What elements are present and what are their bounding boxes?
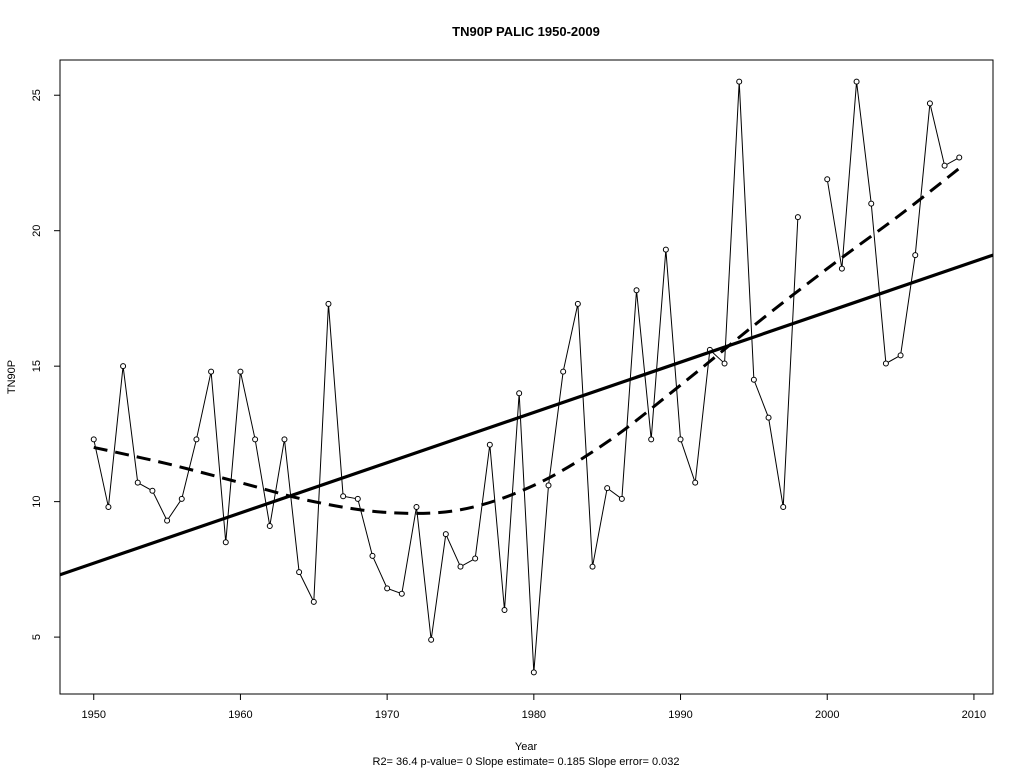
y-tick-label: 25 — [31, 89, 43, 101]
x-tick-label: 1970 — [375, 709, 399, 721]
data-point — [178, 495, 185, 502]
data-point — [281, 436, 288, 443]
data-point — [384, 585, 391, 592]
data-point — [794, 214, 801, 221]
data-point — [222, 539, 229, 546]
data-point — [310, 598, 317, 605]
data-point — [105, 504, 112, 511]
data-point — [369, 552, 376, 559]
data-point — [897, 352, 904, 359]
data-point — [457, 563, 464, 570]
x-tick-label: 1960 — [228, 709, 252, 721]
y-tick-label: 15 — [31, 360, 43, 372]
data-point — [882, 360, 889, 367]
data-point — [750, 376, 757, 383]
x-tick-label: 2000 — [815, 709, 839, 721]
data-point — [208, 368, 215, 375]
y-axis-label: TN90P — [6, 360, 18, 394]
x-tick-label: 1980 — [522, 709, 546, 721]
data-point — [765, 414, 772, 421]
data-point — [413, 504, 420, 511]
data-point — [237, 368, 244, 375]
smoothed-trend-line — [93, 167, 961, 515]
x-tick-label: 2010 — [962, 709, 986, 721]
data-point — [692, 479, 699, 486]
data-point — [340, 493, 347, 500]
data-point — [662, 246, 669, 253]
y-axis: 5 10 15 20 25 — [31, 89, 60, 640]
data-point — [354, 495, 361, 502]
data-point — [545, 482, 552, 489]
data-point — [633, 287, 640, 294]
data-point — [530, 669, 537, 676]
data-point — [648, 436, 655, 443]
data-point — [560, 368, 567, 375]
data-point — [824, 176, 831, 183]
data-point — [296, 569, 303, 576]
plot-area — [60, 78, 993, 676]
chart-footer: R2= 36.4 p-value= 0 Slope estimate= 0.18… — [373, 756, 680, 768]
data-point — [956, 154, 963, 161]
plot-frame — [59, 59, 994, 695]
data-point — [912, 252, 919, 259]
x-tick-label: 1950 — [81, 709, 105, 721]
data-point — [721, 360, 728, 367]
data-point — [780, 504, 787, 511]
chart-title: TN90P PALIC 1950-2009 — [452, 24, 600, 39]
data-point — [868, 200, 875, 207]
y-tick-label: 20 — [31, 225, 43, 237]
data-point — [252, 436, 259, 443]
data-point — [149, 487, 156, 494]
data-point — [134, 479, 141, 486]
data-point — [266, 523, 273, 530]
data-point — [442, 531, 449, 538]
x-axis: 1950 1960 1970 1980 1990 2000 2010 — [81, 694, 986, 721]
data-point — [838, 265, 845, 272]
data-point — [516, 390, 523, 397]
data-point — [736, 78, 743, 85]
data-point — [604, 485, 611, 492]
data-point — [574, 300, 581, 307]
data-point — [398, 590, 405, 597]
data-point — [853, 78, 860, 85]
data-point — [501, 607, 508, 614]
data-point — [618, 495, 625, 502]
x-axis-label: Year — [515, 741, 538, 753]
data-point — [428, 636, 435, 643]
data-point — [90, 436, 97, 443]
data-point — [120, 363, 127, 370]
data-point — [164, 517, 171, 524]
data-point — [941, 162, 948, 169]
data-point — [472, 555, 479, 562]
y-tick-label: 10 — [31, 496, 43, 508]
plot-series — [60, 78, 993, 676]
data-point — [589, 563, 596, 570]
data-point — [677, 436, 684, 443]
data-point — [486, 441, 493, 448]
y-tick-label: 5 — [31, 634, 43, 640]
data-point — [325, 300, 332, 307]
linear-trend-line — [60, 253, 993, 577]
series-line — [826, 81, 960, 365]
x-tick-label: 1990 — [668, 709, 692, 721]
data-point — [193, 436, 200, 443]
data-point — [926, 100, 933, 107]
